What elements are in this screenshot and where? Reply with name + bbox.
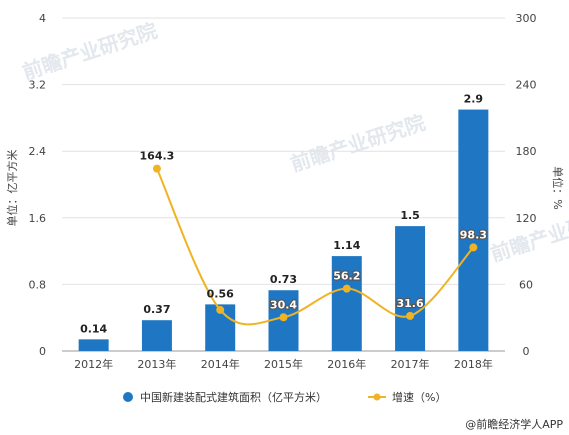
bar-value-label: 1.14	[333, 239, 360, 252]
growth-point	[216, 305, 225, 314]
growth-point	[406, 311, 415, 320]
growth-value-label: 30.4	[270, 298, 297, 311]
growth-point	[469, 243, 478, 252]
left-tick-label: 2.4	[29, 145, 47, 158]
watermark-text-1: 前瞻产业研究院	[288, 110, 429, 176]
growth-value-label: 56.2	[333, 270, 360, 283]
growth-value-label: 98.3	[460, 228, 487, 241]
left-tick-label: 0.8	[29, 278, 47, 291]
x-tick-label: 2012年	[74, 357, 113, 371]
x-tick-label: 2014年	[201, 357, 240, 371]
x-tick-label: 2017年	[391, 357, 430, 371]
legend-bar-label: 中国新建装配式建筑面积（亿平方米）	[140, 390, 327, 404]
growth-point	[279, 313, 288, 322]
watermark-text-2: 前瞻产业研究院	[488, 200, 569, 266]
bar	[395, 226, 426, 351]
left-tick-label: 0	[39, 345, 46, 358]
x-tick-label: 2013年	[137, 357, 176, 371]
x-tick-label: 2016年	[327, 357, 366, 371]
growth-line	[156, 168, 475, 326]
growth-value-label: 31.6	[397, 297, 424, 310]
x-axis-ticks: 2012年 2013年 2014年 2015年 2016年 2017年 2018年	[74, 357, 493, 371]
bar	[458, 109, 489, 351]
bar-labels: 0.14 0.37 0.56 0.73 1.14 1.5 2.9	[80, 93, 483, 336]
grid	[62, 17, 505, 352]
bar	[141, 320, 172, 351]
left-tick-label: 4	[39, 12, 46, 25]
right-tick-label: 240	[516, 79, 537, 92]
right-axis-title: 单位：%	[551, 166, 565, 209]
bar	[78, 339, 109, 351]
left-axis-ticks: 0 0.8 1.6 2.4 3.2 4	[29, 12, 47, 358]
left-tick-label: 1.6	[29, 212, 47, 225]
bar	[331, 256, 362, 351]
right-tick-label: 180	[516, 145, 537, 158]
legend-line-dot	[373, 393, 381, 401]
growth-line-series	[152, 164, 478, 326]
bar-value-label: 0.37	[143, 303, 170, 316]
bar-value-label: 1.5	[400, 209, 420, 222]
right-axis-ticks: 0 60 120 180 240 300	[516, 12, 537, 358]
growth-point	[342, 284, 351, 293]
x-tick-label: 2018年	[454, 357, 493, 371]
right-tick-label: 0	[523, 345, 530, 358]
right-tick-label: 300	[516, 12, 537, 25]
line-labels: 164.3 30.4 56.2 31.6 98.3	[140, 150, 488, 313]
left-axis-title: 单位：亿平方米	[5, 150, 19, 227]
bar-value-label: 0.73	[270, 273, 297, 286]
legend-bar-marker	[123, 392, 133, 402]
bar-value-label: 0.14	[80, 322, 107, 335]
right-tick-label: 60	[519, 278, 533, 291]
x-tick-label: 2015年	[264, 357, 303, 371]
watermark-text-0: 前瞻产业研究院	[20, 18, 161, 84]
growth-point	[152, 164, 161, 173]
right-tick-label: 120	[516, 212, 537, 225]
bar-value-label: 0.56	[207, 287, 234, 300]
left-tick-label: 3.2	[29, 79, 47, 92]
legend-line-label: 增速（%）	[392, 390, 446, 404]
legend: 中国新建装配式建筑面积（亿平方米） 增速（%）	[123, 390, 446, 404]
growth-value-label: 164.3	[140, 150, 175, 163]
footer-source: @前瞻经济学人APP	[465, 417, 563, 431]
bar-value-label: 2.9	[464, 93, 484, 106]
